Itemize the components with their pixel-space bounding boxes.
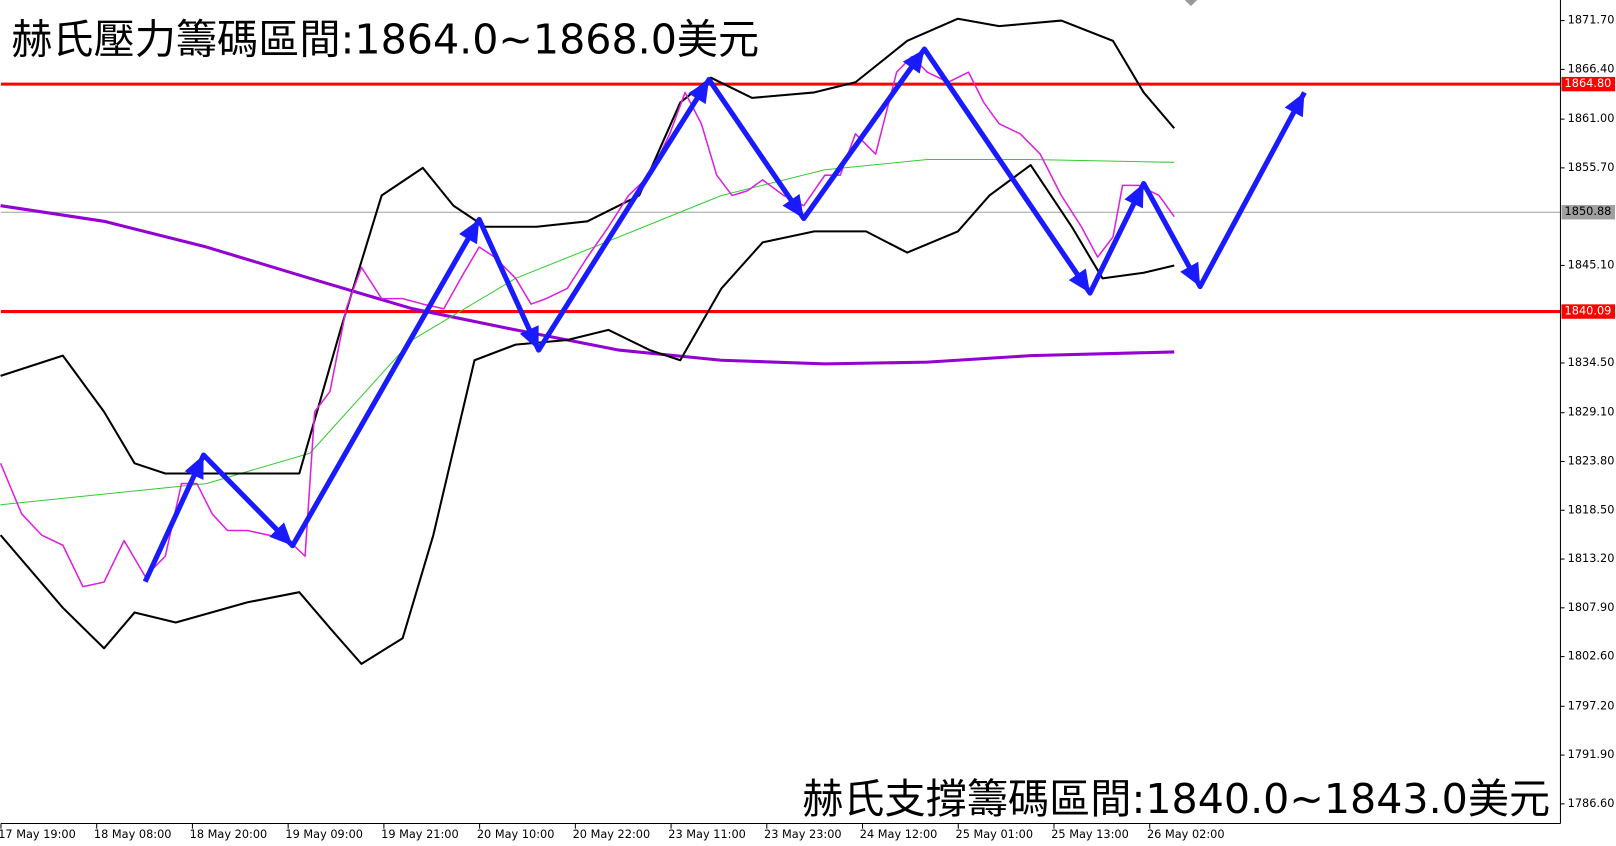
y-tick-label: 1855.70 <box>1568 160 1615 174</box>
y-tick-label: 1829.10 <box>1568 405 1615 419</box>
x-tick-label: 18 May 08:00 <box>94 827 172 841</box>
price-label-box <box>1561 304 1616 319</box>
y-tick-label: 1823.80 <box>1568 453 1615 467</box>
price-label: 1864.80 <box>1565 76 1612 90</box>
annotation: 赫氏支撐籌碼區間:1840.0~1843.0美元 <box>802 775 1550 823</box>
arrow-head <box>519 325 539 351</box>
chart-title: 赫氏壓力籌碼區間:1864.0~1868.0美元 <box>11 16 759 64</box>
arrow-head <box>1124 183 1144 209</box>
indicator-line <box>0 55 1175 588</box>
x-tick-label: 19 May 21:00 <box>381 827 459 841</box>
y-tick-label: 1797.20 <box>1568 698 1615 712</box>
price-label: 1850.88 <box>1565 204 1612 218</box>
x-tick-label: 23 May 11:00 <box>668 827 746 841</box>
y-tick-label: 1866.40 <box>1568 61 1615 75</box>
indicator-line <box>0 17 1176 475</box>
x-tick-label: 23 May 23:00 <box>764 827 842 841</box>
price-label-box <box>1561 76 1616 92</box>
y-tick-label: 1807.90 <box>1568 600 1615 614</box>
x-tick-label: 24 May 12:00 <box>860 827 938 841</box>
y-tick-label: 1861.00 <box>1568 111 1615 125</box>
x-tick-label: 20 May 10:00 <box>477 827 555 841</box>
x-tick-label: 19 May 09:00 <box>285 827 363 841</box>
arrow-head <box>1068 268 1091 294</box>
arrow-head <box>184 455 204 480</box>
y-tick-label: 1786.60 <box>1568 796 1615 810</box>
arrow-head <box>459 219 480 245</box>
arrow-head <box>688 79 710 105</box>
y-tick-label: 1845.10 <box>1568 257 1615 271</box>
y-tick-label: 1818.50 <box>1568 502 1615 516</box>
plot-area <box>0 17 1561 665</box>
x-tick-label: 18 May 20:00 <box>190 827 268 841</box>
x-tick-label: 25 May 01:00 <box>956 827 1034 841</box>
arrow-head <box>902 49 925 74</box>
y-tick-label: 1791.90 <box>1568 747 1615 761</box>
shift-marker <box>1184 0 1198 7</box>
y-tick-label: 1871.70 <box>1568 13 1615 27</box>
x-tick-label: 25 May 13:00 <box>1051 827 1129 841</box>
arrow-head <box>269 522 293 546</box>
x-tick-label: 17 May 19:00 <box>0 827 76 841</box>
y-tick-label: 1834.50 <box>1568 355 1615 369</box>
arrow-head <box>1180 261 1201 287</box>
x-tick-label: 20 May 22:00 <box>573 827 651 841</box>
price-label-box <box>1561 205 1616 220</box>
price-label: 1840.09 <box>1565 304 1612 318</box>
y-tick-label: 1813.20 <box>1568 551 1615 565</box>
y-tick-label: 1802.60 <box>1568 649 1615 663</box>
arrow-head <box>782 193 804 219</box>
indicator-line <box>0 159 1175 506</box>
arrow-head <box>1284 92 1305 118</box>
x-tick-label: 26 May 02:00 <box>1147 827 1225 841</box>
indicator-line <box>0 164 1175 665</box>
